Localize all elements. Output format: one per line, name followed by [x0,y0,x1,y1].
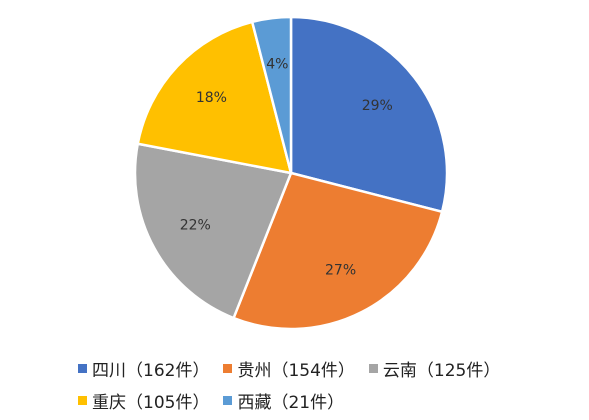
legend-label-sichuan: 四川（162件） [92,361,210,381]
pie-slice-xizang [250,15,293,174]
legend-swatch-xizang [223,396,233,405]
legend-label-guizhou: 贵州（154件） [237,361,355,381]
legend-swatch-yunnan [368,364,378,373]
pie-slice-guizhou [231,171,444,331]
slice-label-chongqing: 18% [196,90,227,106]
pie-slice-sichuan [289,15,449,214]
legend-item-guizhou: 贵州（154件） [223,356,355,381]
pie-slice-yunnan [133,142,293,320]
pie-slice-chongqing [136,20,293,175]
slice-label-guizhou: 27% [325,262,356,278]
slice-label-yunnan: 22% [180,218,211,234]
pie-chart: 29% 27% 22% 18% 4% [133,15,449,331]
legend-row-2: 重庆（105件） 西藏（21件） [78,388,358,413]
legend-item-yunnan: 云南（125件） [368,356,501,381]
legend-swatch-sichuan [78,364,87,373]
legend-item-sichuan: 四川（162件） [78,356,209,381]
legend-item-xizang: 西藏（21件） [223,388,344,413]
legend-swatch-guizhou [223,364,233,373]
legend-label-chongqing: 重庆（105件） [92,393,210,413]
legend-row-1: 四川（162件） 贵州（154件） 云南（125件） [78,356,514,381]
legend-swatch-chongqing [78,396,87,405]
legend-label-xizang: 西藏（21件） [237,393,345,413]
legend-item-chongqing: 重庆（105件） [78,388,209,413]
legend-label-yunnan: 云南（125件） [382,361,501,381]
slice-label-xizang: 4% [266,57,288,73]
slice-label-sichuan: 29% [362,98,393,114]
